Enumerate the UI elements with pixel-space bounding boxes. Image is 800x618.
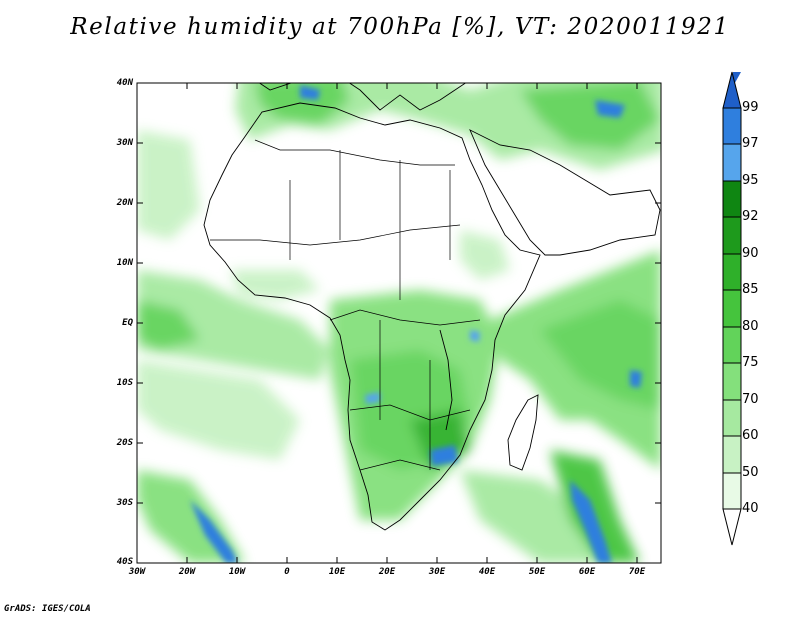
lon-label: 50E [528,567,546,577]
colorbar-label: 40 [742,501,759,516]
axis-ticks [136,82,661,564]
lat-label: 40S [116,557,133,567]
colorbar [722,71,742,546]
colorbar-label: 75 [742,355,759,370]
lat-label: 10N [116,258,133,268]
colorbar-label: 95 [742,173,759,188]
colorbar-label: 70 [742,392,759,407]
colorbar-label: 90 [742,246,759,261]
lon-label: 10W [228,567,246,577]
lon-label: 70E [628,567,646,577]
coastlines [203,83,661,531]
lat-label: 10S [116,378,133,388]
lon-label: 20W [178,567,196,577]
colorbar-label: 85 [742,282,759,297]
lat-label: 30N [116,138,133,148]
africa-coastline [203,102,541,531]
colorbar-box [722,107,742,145]
lon-label: 20E [378,567,396,577]
colorbar-bottom-arrow [722,508,742,546]
lon-label: 10E [328,567,346,577]
lat-label: 20N [116,198,133,208]
lon-label: 30W [128,567,146,577]
colorbar-label: 50 [742,465,759,480]
colorbar-label: 60 [742,428,759,443]
lat-label: 20S [116,438,133,448]
colorbar-label: 99 [742,100,759,115]
colorbar-label: 80 [742,319,759,334]
humidity-field [137,83,661,563]
europe-coastline [258,83,467,111]
lon-label: 30E [428,567,446,577]
lat-label: EQ [122,318,133,328]
madagascar-coastline [507,394,539,471]
lon-label: 0 [284,567,290,577]
arabia-coastline [469,129,661,256]
colorbar-label: 92 [742,209,759,224]
credit-text: GrADS: IGES/COLA [4,604,91,614]
lat-label: 30S [116,498,133,508]
map-title: Relative humidity at 700hPa [%], VT: 202… [70,14,730,40]
lat-label: 40N [116,78,133,88]
colorbar-label: 97 [742,136,759,151]
lon-label: 40E [478,567,496,577]
lon-label: 60E [578,567,596,577]
